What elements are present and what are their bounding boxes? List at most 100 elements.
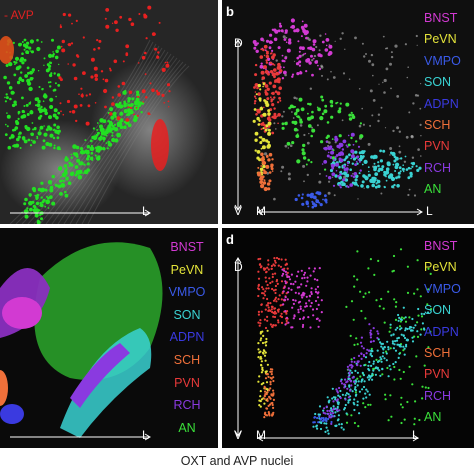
background-cell bbox=[321, 74, 323, 77]
avp-cell bbox=[164, 61, 167, 64]
oxt-cell bbox=[54, 82, 57, 85]
oxt-cell bbox=[4, 133, 8, 137]
cell-bnst bbox=[268, 40, 273, 44]
point-son bbox=[381, 355, 384, 358]
point-pevn bbox=[261, 369, 264, 372]
oxt-cell bbox=[50, 72, 53, 75]
point-rch bbox=[360, 357, 363, 360]
point-son bbox=[356, 371, 359, 374]
cell-vmpo bbox=[312, 195, 317, 200]
point-son bbox=[393, 343, 396, 346]
legend-entry-bnst: BNST bbox=[170, 240, 204, 254]
background-cell bbox=[309, 87, 312, 90]
point-son bbox=[336, 405, 339, 409]
point-bnst bbox=[315, 307, 318, 311]
cell-pvn bbox=[273, 107, 276, 110]
point-rch bbox=[347, 396, 350, 399]
cell-son bbox=[371, 183, 375, 188]
point-sch bbox=[264, 413, 267, 416]
cell-an bbox=[338, 107, 342, 111]
point-son bbox=[326, 429, 329, 432]
avp-cell bbox=[167, 100, 170, 103]
cell-pevn bbox=[254, 149, 257, 152]
point-pvn bbox=[280, 312, 283, 315]
point-son bbox=[362, 385, 366, 389]
point-son bbox=[404, 329, 407, 332]
oxt-cell bbox=[18, 65, 22, 69]
oxt-cell bbox=[58, 63, 60, 66]
point-pevn bbox=[263, 354, 267, 357]
oxt-cell bbox=[36, 38, 39, 42]
point-an bbox=[352, 318, 355, 321]
oxt-cell bbox=[76, 155, 79, 158]
avp-cluster bbox=[0, 36, 14, 64]
point-pvn bbox=[261, 286, 264, 289]
cell-son bbox=[383, 186, 386, 189]
cell-pvn bbox=[269, 70, 274, 74]
point-pvn bbox=[283, 267, 286, 270]
point-pvn bbox=[259, 257, 262, 260]
cell-bnst bbox=[287, 40, 292, 45]
point-pvn bbox=[264, 276, 267, 279]
cell-vmpo bbox=[301, 193, 304, 196]
cell-an bbox=[289, 104, 294, 109]
cell-rch bbox=[331, 172, 336, 177]
cell-rch bbox=[346, 145, 349, 148]
cell-bnst bbox=[255, 49, 259, 53]
oxt-cell bbox=[45, 128, 49, 132]
point-rch bbox=[329, 412, 332, 415]
point-pvn bbox=[272, 289, 276, 292]
oxt-cell bbox=[28, 102, 32, 105]
point-pvn bbox=[276, 309, 279, 312]
point-an bbox=[373, 273, 376, 276]
cell-bnst bbox=[254, 42, 258, 47]
point-pvn bbox=[271, 273, 274, 276]
oxt-cell bbox=[134, 100, 139, 105]
cell-rch bbox=[350, 149, 355, 154]
point-son bbox=[332, 405, 335, 408]
panel-b-letter: b bbox=[226, 4, 234, 19]
avp-cell bbox=[66, 99, 71, 104]
oxt-cell bbox=[32, 71, 35, 73]
oxt-cell bbox=[30, 50, 34, 54]
point-son bbox=[383, 346, 386, 349]
oxt-cell bbox=[15, 121, 20, 126]
point-son bbox=[411, 336, 414, 339]
cell-rch bbox=[347, 164, 349, 167]
point-rch bbox=[344, 378, 347, 381]
point-an bbox=[356, 377, 359, 380]
cell-pevn bbox=[262, 127, 265, 130]
oxt-cell bbox=[32, 128, 35, 131]
oxt-cell bbox=[23, 105, 26, 107]
point-bnst bbox=[309, 274, 312, 277]
point-son bbox=[405, 339, 408, 342]
point-rch bbox=[346, 387, 349, 390]
background-cell bbox=[361, 107, 363, 110]
avp-cell bbox=[125, 53, 129, 57]
background-cell bbox=[333, 194, 336, 197]
point-pvn bbox=[257, 321, 260, 324]
point-rch bbox=[336, 390, 339, 393]
cell-pevn bbox=[257, 123, 261, 126]
point-an bbox=[388, 330, 391, 333]
cell-bnst bbox=[300, 25, 305, 29]
point-rch bbox=[376, 330, 379, 333]
cell-bnst bbox=[295, 28, 300, 33]
avp-cell bbox=[72, 63, 76, 67]
avp-cell bbox=[75, 54, 79, 57]
oxt-cell bbox=[4, 96, 6, 99]
oxt-cell bbox=[74, 165, 79, 169]
cell-an bbox=[330, 104, 334, 108]
oxt-cell bbox=[49, 133, 54, 138]
oxt-cell bbox=[21, 52, 24, 55]
point-son bbox=[339, 389, 342, 393]
avp-cell bbox=[104, 78, 109, 83]
point-rch bbox=[323, 407, 326, 410]
point-an bbox=[384, 398, 387, 401]
cell-pvn bbox=[267, 72, 270, 76]
cell-an bbox=[338, 134, 342, 138]
point-pvn bbox=[273, 264, 276, 267]
point-vmpo bbox=[319, 418, 322, 421]
avp-cell bbox=[109, 112, 113, 116]
oxt-cell bbox=[27, 138, 31, 142]
